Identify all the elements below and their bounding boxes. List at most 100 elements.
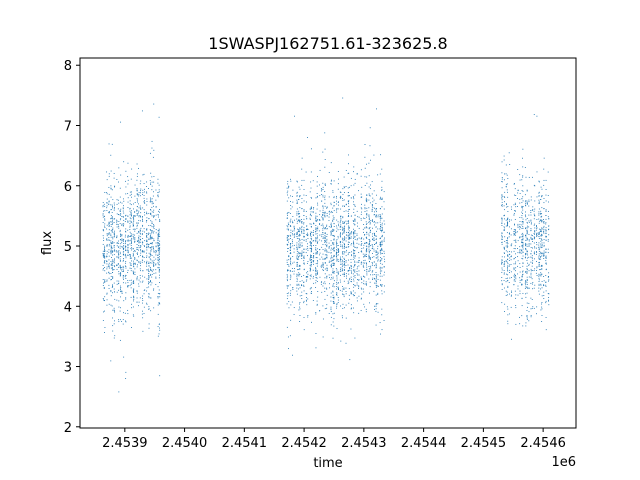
data-point <box>322 253 324 255</box>
data-point <box>338 223 339 225</box>
data-point <box>102 222 104 224</box>
data-point <box>298 253 300 255</box>
data-point <box>114 320 115 322</box>
data-point <box>140 270 141 272</box>
data-point <box>309 259 311 261</box>
data-point <box>531 265 533 267</box>
data-point <box>153 215 155 216</box>
data-point <box>303 232 305 234</box>
data-point <box>316 215 318 217</box>
data-point <box>298 272 300 274</box>
data-point <box>328 247 330 249</box>
data-point <box>364 283 366 285</box>
data-point <box>333 280 335 282</box>
data-point <box>148 282 150 283</box>
data-point <box>138 231 140 233</box>
data-point <box>113 310 115 312</box>
data-point <box>340 215 342 217</box>
data-point <box>547 252 549 254</box>
data-point <box>142 298 143 300</box>
data-point <box>364 255 366 257</box>
data-point <box>129 210 131 212</box>
data-point <box>322 265 324 267</box>
data-point <box>120 236 121 238</box>
data-point <box>345 261 347 263</box>
data-point <box>303 317 305 318</box>
data-point <box>366 245 368 247</box>
data-point <box>159 211 160 213</box>
data-point <box>358 274 360 276</box>
data-point <box>358 270 360 272</box>
data-point <box>531 239 533 240</box>
data-point <box>309 268 311 270</box>
data-point <box>503 261 505 262</box>
data-point <box>354 236 356 238</box>
data-point <box>524 167 526 168</box>
data-point <box>343 229 345 231</box>
data-point <box>290 275 292 277</box>
data-point <box>286 279 288 281</box>
data-point <box>519 267 521 268</box>
data-point <box>113 309 115 311</box>
data-point <box>150 254 152 256</box>
data-point <box>149 235 151 237</box>
data-point <box>375 282 377 284</box>
data-point <box>317 226 319 228</box>
data-point <box>525 205 527 207</box>
data-point <box>104 270 106 272</box>
data-point <box>541 287 543 289</box>
data-point <box>127 183 129 185</box>
data-point <box>113 323 115 325</box>
data-point <box>326 244 328 246</box>
data-point <box>125 253 126 255</box>
data-point <box>104 251 106 253</box>
data-point <box>113 233 115 234</box>
data-point <box>533 252 535 254</box>
data-point <box>320 194 322 195</box>
data-point <box>330 306 332 308</box>
data-point <box>307 298 309 300</box>
data-point <box>315 253 317 255</box>
data-point <box>368 228 370 230</box>
data-point <box>372 263 373 265</box>
data-point <box>119 247 121 249</box>
data-point <box>104 245 106 247</box>
data-point <box>149 180 151 182</box>
data-point <box>153 265 155 267</box>
data-point <box>541 265 543 267</box>
data-point <box>381 284 383 286</box>
data-point <box>157 243 159 245</box>
data-point <box>132 265 134 267</box>
data-point <box>150 199 152 201</box>
data-point <box>531 307 533 309</box>
data-point <box>351 272 352 274</box>
data-point <box>112 276 114 278</box>
data-point <box>501 178 503 180</box>
data-point <box>132 238 134 240</box>
data-point <box>376 285 377 287</box>
data-point <box>320 224 322 226</box>
data-point <box>157 242 159 244</box>
data-point <box>129 258 131 259</box>
data-point <box>290 195 291 197</box>
data-point <box>335 242 337 244</box>
data-point <box>298 238 300 239</box>
data-point <box>332 264 334 266</box>
data-point <box>133 236 135 238</box>
data-point <box>348 227 350 229</box>
data-point <box>144 276 146 278</box>
data-point <box>363 238 365 240</box>
data-point <box>110 360 112 362</box>
data-point <box>384 285 385 287</box>
data-point <box>292 234 294 236</box>
data-point <box>124 221 126 223</box>
data-point <box>153 238 155 240</box>
data-point <box>333 250 335 252</box>
data-point <box>102 206 104 208</box>
data-point <box>375 278 377 280</box>
data-point <box>102 235 104 237</box>
data-point <box>513 275 515 277</box>
data-point <box>153 103 155 105</box>
data-point <box>159 247 161 249</box>
data-point <box>332 191 334 193</box>
